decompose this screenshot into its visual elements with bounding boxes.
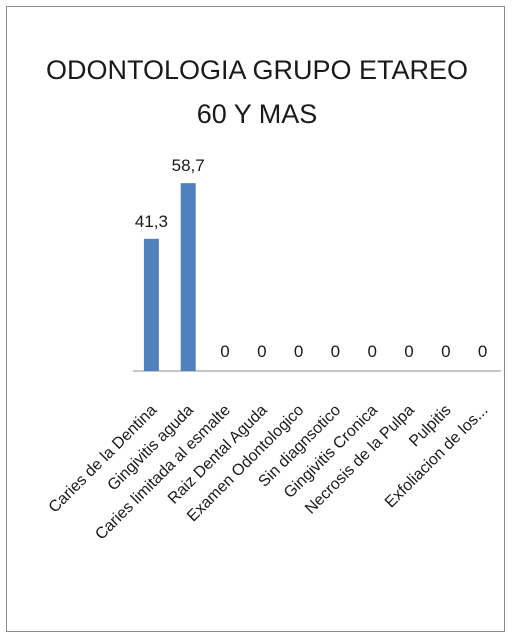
bar-1 xyxy=(180,183,196,371)
data-label-8: 0 xyxy=(441,342,450,361)
data-label-3: 0 xyxy=(257,342,266,361)
data-label-4: 0 xyxy=(294,342,303,361)
data-label-9: 0 xyxy=(478,342,487,361)
bar-0 xyxy=(143,238,159,371)
data-label-2: 0 xyxy=(220,342,229,361)
chart-title: ODONTOLOGIA GRUPO ETAREO xyxy=(46,55,468,85)
data-label-5: 0 xyxy=(331,342,340,361)
data-label-1: 58,7 xyxy=(172,156,205,175)
chart-frame: ODONTOLOGIA GRUPO ETAREO 60 Y MAS 41,3 Ca… xyxy=(6,6,505,632)
data-label-6: 0 xyxy=(367,342,376,361)
data-label-0: 41,3 xyxy=(135,212,168,231)
bar-chart: ODONTOLOGIA GRUPO ETAREO 60 Y MAS 41,3Ca… xyxy=(46,55,501,543)
data-label-7: 0 xyxy=(404,342,413,361)
chart-subtitle: 60 Y MAS xyxy=(197,99,318,129)
